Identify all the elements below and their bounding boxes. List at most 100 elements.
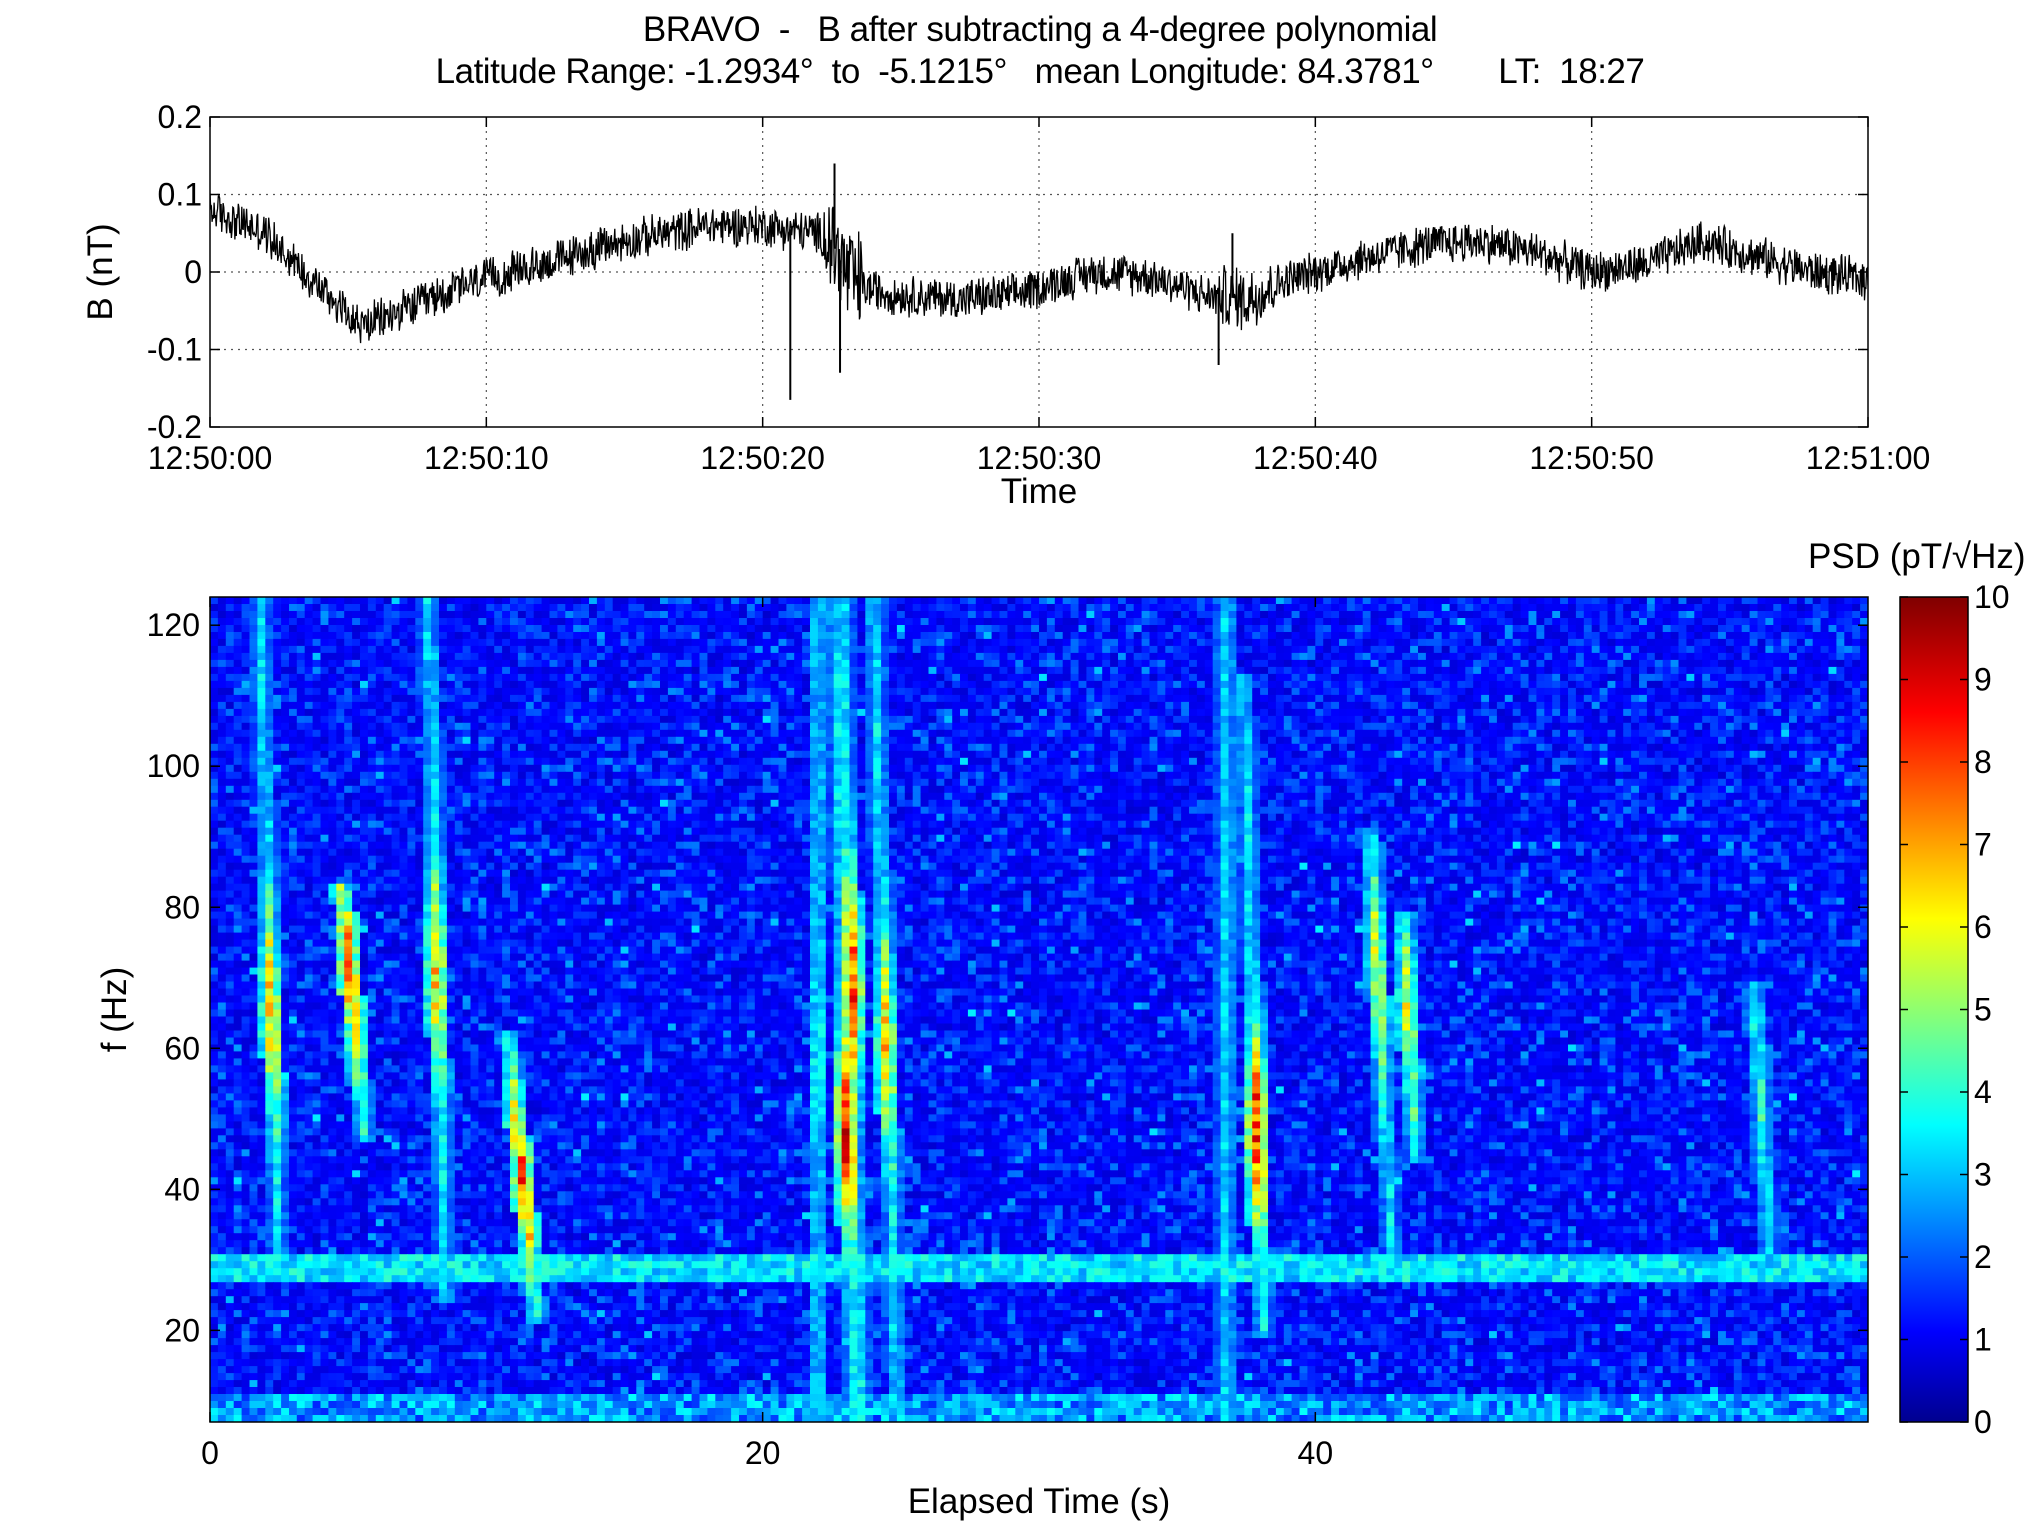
spectrogram-cell xyxy=(1315,618,1324,626)
spectrogram-cell xyxy=(739,604,748,612)
spectrogram-cell xyxy=(692,618,701,626)
spectrogram-cell xyxy=(1671,639,1680,647)
spectrogram-cell xyxy=(400,653,409,661)
spectrogram-cell xyxy=(1781,653,1790,661)
spectrogram-cell xyxy=(1536,618,1545,626)
spectrogram-cell xyxy=(636,660,645,668)
spectrogram-cell xyxy=(1007,639,1016,647)
spectrogram-cell xyxy=(1560,604,1569,612)
spectrogram-cell xyxy=(400,639,409,647)
spectrogram-cell xyxy=(447,625,456,633)
spectrogram-cell xyxy=(644,632,653,640)
spectrogram-cell xyxy=(1284,646,1293,654)
spectrogram-cell xyxy=(865,625,874,633)
spectrogram-cell xyxy=(242,625,251,633)
spectrogram-cell xyxy=(1797,618,1806,626)
spectrogram-cell xyxy=(715,625,724,633)
spectrogram-cell xyxy=(1481,618,1490,626)
spectrogram-cell xyxy=(376,604,385,612)
spectrogram-cell xyxy=(771,625,780,633)
spectrogram-cell xyxy=(328,618,337,626)
spectrogram-cell xyxy=(1055,597,1064,605)
spectrogram-cell xyxy=(1386,611,1395,619)
spectrogram-cell xyxy=(1142,639,1151,647)
spectrogram-cell xyxy=(1165,611,1174,619)
spectrogram-cell xyxy=(802,646,811,654)
spectrogram-cell xyxy=(1457,632,1466,640)
spectrogram-cell xyxy=(1434,653,1443,661)
spectrogram-cell xyxy=(526,639,535,647)
spectrogram-cell xyxy=(1142,681,1151,689)
spectrogram-cell xyxy=(518,653,527,661)
spectrogram-cell xyxy=(1434,660,1443,668)
spectrogram-cell xyxy=(865,632,874,640)
spectrogram-cell xyxy=(321,653,330,661)
spectrogram-cell xyxy=(1552,674,1561,682)
spectrogram-cell xyxy=(1726,667,1735,675)
spectrogram-cell xyxy=(747,625,756,633)
spectrogram-cell xyxy=(313,632,322,640)
spectrogram-cell xyxy=(1686,653,1695,661)
spectrogram-cell xyxy=(794,674,803,682)
spectrogram-cell xyxy=(1521,618,1530,626)
spectrogram-cell xyxy=(518,674,527,682)
spectrogram-cell xyxy=(1608,611,1617,619)
spectrogram-cell xyxy=(1829,632,1838,640)
spectrogram-cell xyxy=(1181,639,1190,647)
spectrogram-cell xyxy=(1071,597,1080,605)
spectrogram-cell xyxy=(1023,639,1031,647)
spectrogram-cell xyxy=(1481,611,1490,619)
spectrogram-cell xyxy=(336,646,345,654)
spectrogram-cell xyxy=(1110,597,1119,605)
spectrogram-cell xyxy=(1600,618,1609,626)
spectrogram-cell xyxy=(289,653,298,661)
spectrogram-cell xyxy=(1702,632,1711,640)
spectrogram-cell xyxy=(968,604,977,612)
spectrogram-cell xyxy=(1394,681,1403,689)
spectrogram-cell xyxy=(1363,618,1372,626)
spectrogram-cell xyxy=(1710,611,1719,619)
spectrogram-cell xyxy=(1142,597,1151,605)
spectrogram-cell xyxy=(1418,660,1427,668)
spectrogram-cell xyxy=(557,618,566,626)
spectrogram-cell xyxy=(423,667,432,675)
spectrogram-cell xyxy=(1726,597,1735,605)
spectrogram-cell xyxy=(1544,632,1553,640)
spectrogram-cell xyxy=(1213,667,1222,675)
spectrogram-cell xyxy=(1489,611,1498,619)
spectrogram-cell xyxy=(392,639,401,647)
spectrogram-cell xyxy=(1307,653,1316,661)
spectrogram-cell xyxy=(818,660,827,668)
spectrogram-cell xyxy=(1544,681,1553,689)
spectrogram-cell xyxy=(447,632,456,640)
spectrogram-cell xyxy=(921,653,930,661)
spectrogram-cell xyxy=(700,667,709,675)
spectrogram-cell xyxy=(1750,667,1759,675)
spectrogram-cell xyxy=(1742,618,1751,626)
spectrogram-cell xyxy=(960,604,969,612)
spectrogram-cell xyxy=(936,618,945,626)
spectrogram-cell xyxy=(557,625,566,633)
spectrogram-cell xyxy=(1102,646,1111,654)
spectrogram-cell xyxy=(368,618,377,626)
spectrogram-cell xyxy=(834,625,843,633)
spectrogram-cell xyxy=(1284,639,1293,647)
spectrogram-cell xyxy=(857,604,866,612)
spectrogram-cell xyxy=(1663,653,1672,661)
spectrogram-cell xyxy=(1829,667,1838,675)
spectrogram-cell xyxy=(1655,639,1664,647)
spectrogram-cell xyxy=(502,660,511,668)
spectrogram-cell xyxy=(984,639,993,647)
spectrogram-cell xyxy=(589,653,598,661)
spectrogram-cell xyxy=(889,597,898,605)
spectrogram-cell xyxy=(518,681,527,689)
spectrogram-cell xyxy=(913,660,922,668)
spectrogram-cell xyxy=(1031,632,1040,640)
spectrogram-cell xyxy=(1671,604,1680,612)
spectrogram-cell xyxy=(242,653,251,661)
spectrogram-cell xyxy=(257,674,266,682)
spectrogram-cell xyxy=(1647,639,1656,647)
spectrogram-cell xyxy=(984,604,993,612)
spectrogram-cell xyxy=(1805,632,1814,640)
spectrogram-cell xyxy=(660,667,669,675)
